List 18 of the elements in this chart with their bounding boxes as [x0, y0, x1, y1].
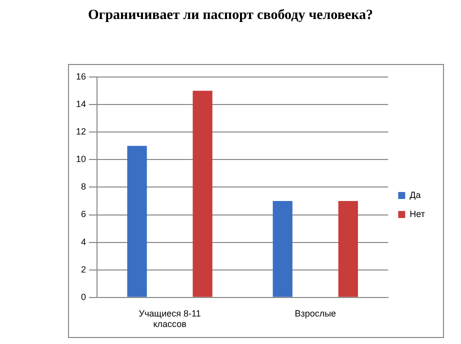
y-tick-label: 0: [80, 292, 86, 302]
y-tick-label: 8: [80, 182, 86, 192]
y-tick-label: 6: [80, 209, 86, 220]
x-tick-label: Учащиеся 8-11 классов: [138, 308, 201, 330]
bar: [127, 146, 147, 297]
y-tick-label: 10: [76, 154, 86, 164]
x-tick-label: Взрослые: [294, 308, 336, 318]
y-tick-label: 12: [76, 126, 86, 137]
bar: [272, 200, 292, 297]
bar: [192, 90, 212, 297]
y-tick-label: 4: [80, 236, 86, 247]
bar: [338, 200, 358, 297]
chart-title: Ограничивает ли паспорт свободу человека?: [87, 8, 374, 24]
legend-label: Нет: [410, 208, 425, 219]
y-tick-label: 16: [76, 71, 86, 82]
y-tick-label: 14: [76, 99, 86, 110]
legend-label: Да: [410, 190, 421, 200]
y-tick-label: 2: [80, 264, 86, 274]
